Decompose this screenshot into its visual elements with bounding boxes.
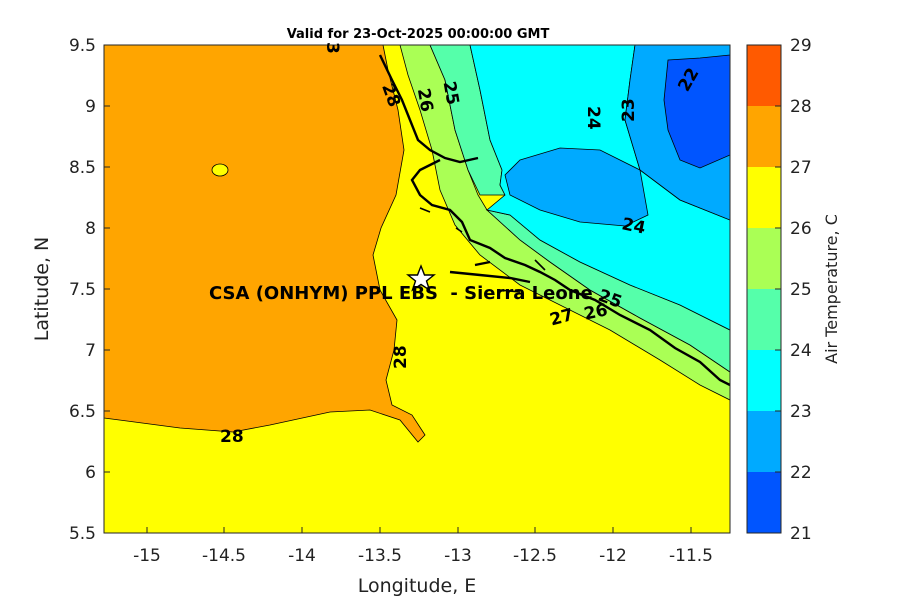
y-tick-label: 8 <box>85 219 96 239</box>
x-tick-label: -15 <box>133 546 161 566</box>
colorbar-tick-label: 24 <box>790 341 812 361</box>
contour-label: 23 <box>619 98 639 122</box>
y-tick-label: 8.5 <box>69 158 96 178</box>
colorbar-swatch-25-26 <box>747 228 781 290</box>
x-tick-label: -14 <box>288 546 316 566</box>
y-tick-label: 7.5 <box>69 280 96 300</box>
temp-region-21-22 <box>663 54 730 169</box>
colorbar-tick-label: 26 <box>790 219 812 239</box>
contour-label: 28 <box>220 427 244 447</box>
y-axis-label: Latitude, N <box>31 237 53 342</box>
contour-labels: 3 28 25 26 24 23 22 24 28 28 27 26 25 <box>220 42 704 447</box>
y-tick-label: 7 <box>85 341 96 361</box>
colorbar-swatch-23-24 <box>747 350 781 412</box>
temp-region-27-28 <box>104 45 426 443</box>
warm-anomaly-island <box>211 163 229 177</box>
contour-label: 28 <box>391 345 411 369</box>
y-tick-label: 9.5 <box>69 36 96 56</box>
site-label: CSA (ONHYM) PPL EBS - Sierra Leone <box>209 283 593 304</box>
y-axis: 9.5 9 8.5 8 7.5 7 6.5 6 5.5 Latitude, N <box>31 36 110 544</box>
y-tick-label: 6.5 <box>69 402 96 422</box>
x-tick-label: -14.5 <box>202 546 246 566</box>
colorbar-tick-label: 25 <box>790 280 812 300</box>
y-tick-label: 5.5 <box>69 524 96 544</box>
colorbar-tick-label: 22 <box>790 463 812 483</box>
colorbar-tick-label: 23 <box>790 402 812 422</box>
contour-label: 26 <box>413 87 437 114</box>
x-tick-label: -13.5 <box>358 546 402 566</box>
x-axis: -15 -14.5 -14 -13.5 -13 -12.5 -12 -11.5 … <box>133 527 713 597</box>
coastline-islands <box>419 207 546 293</box>
colorbar-tick-label: 21 <box>790 524 812 544</box>
x-axis-label: Longitude, E <box>358 575 477 597</box>
colorbar-swatch-27-28 <box>747 106 781 168</box>
colorbar-swatch-22-23 <box>747 411 781 473</box>
colorbar-tick-label: 29 <box>790 36 812 56</box>
colorbar-swatch-26-27 <box>747 167 781 229</box>
x-tick-label: -11.5 <box>669 546 713 566</box>
colorbar: 29 28 27 26 25 24 23 22 21 Air Temperatu… <box>746 36 841 544</box>
x-tick-label: -12 <box>599 546 627 566</box>
contour-label: 3 <box>322 42 342 54</box>
contour-label: 25 <box>439 80 463 107</box>
star-icon <box>406 264 436 292</box>
x-tick-label: -13 <box>444 546 472 566</box>
colorbar-swatch-21-22 <box>747 472 781 534</box>
colorbar-swatches <box>747 45 781 534</box>
x-tick-label: -12.5 <box>513 546 557 566</box>
colorbar-tick-label: 28 <box>790 97 812 117</box>
contour-label: 26 <box>582 300 609 324</box>
coastline <box>378 54 730 387</box>
colorbar-swatch-28-29 <box>747 45 781 107</box>
colorbar-label: Air Temperature, C <box>822 214 841 364</box>
y-tick-label: 9 <box>85 97 96 117</box>
contour-label: 24 <box>583 106 603 130</box>
colorbar-tick-label: 27 <box>790 158 812 178</box>
colorbar-swatch-24-25 <box>747 289 781 351</box>
contour-label: 24 <box>620 214 647 239</box>
figure-title: Valid for 23-Oct-2025 00:00:00 GMT <box>287 27 550 42</box>
y-tick-label: 6 <box>85 463 96 483</box>
map-panel: 3 28 25 26 24 23 22 24 28 28 27 26 25 CS… <box>103 42 731 534</box>
